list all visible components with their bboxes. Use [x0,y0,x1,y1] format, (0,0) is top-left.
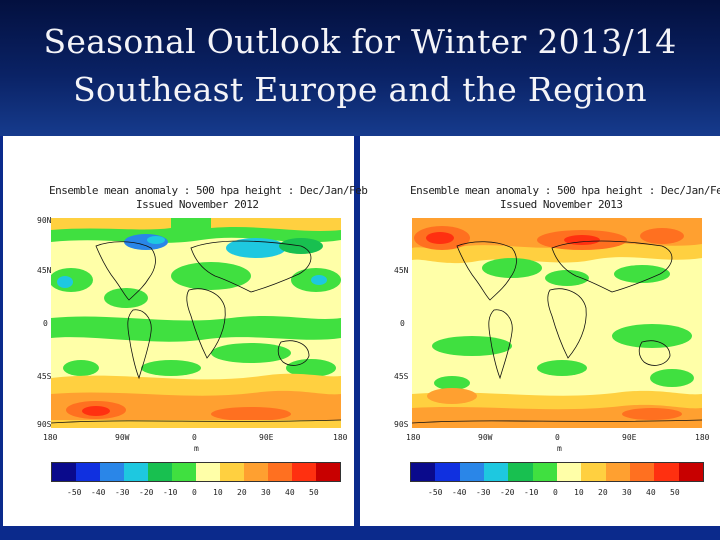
colorbar-label: -20 [500,488,515,497]
colorbar-label: -10 [163,488,178,497]
colorbar-label: 30 [622,488,632,497]
colorbar-swatch [532,463,557,481]
colorbar-label: -20 [139,488,154,497]
x-tick-label: 180 [406,433,421,442]
y-tick-label: 0 [43,319,48,328]
x-tick-label: 90E [622,433,637,442]
colorbar-label: 50 [670,488,680,497]
colorbar-swatch [172,463,196,481]
colorbar-label: -30 [115,488,130,497]
colorbar-label: -10 [524,488,539,497]
panel-title-line2: Issued November 2013 [500,198,623,211]
x-tick-label: 90E [259,433,274,442]
colorbar-swatch [292,463,316,481]
colorbar [51,462,341,482]
panel-title-line1: Ensemble mean anomaly : 500 hpa height :… [49,184,368,197]
colorbar-swatch [629,463,655,481]
y-tick-label: 90N [37,216,52,225]
colorbar-swatch [654,463,679,481]
colorbar-swatch [483,463,509,481]
colorbar-label: 50 [309,488,319,497]
colorbar-label: 10 [574,488,584,497]
colorbar-swatch [581,463,606,481]
colorbar-swatch [220,463,244,481]
colorbar-swatch [196,463,220,481]
colorbar-swatch [508,463,533,481]
colorbar-swatch [556,463,582,481]
slide-title-line2: Southeast Europe and the Region [73,70,647,109]
panel-divider [354,136,360,540]
x-tick-label: 0 [555,433,560,442]
colorbar-swatch [52,463,76,481]
colorbar-swatch [76,463,100,481]
colorbar-swatch [459,463,484,481]
y-tick-label: 90S [37,420,52,429]
colorbar-label: 40 [285,488,295,497]
colorbar-label: 20 [237,488,247,497]
x-tick-label: 180 [695,433,710,442]
colorbar-label: 0 [192,488,197,497]
forecast-panel-2012: Ensemble mean anomaly : 500 hpa height :… [3,136,368,526]
x-tick-label: 90W [478,433,493,442]
colorbar-label: -30 [476,488,491,497]
colorbar-swatch [124,463,148,481]
colorbar [410,462,704,482]
colorbar-label: -50 [67,488,82,497]
colorbar-label: -40 [452,488,467,497]
slide-header [0,0,720,136]
colorbar-swatch [411,463,436,481]
colorbar-label: 40 [646,488,656,497]
colorbar-swatch [435,463,460,481]
colorbar-swatch [148,463,172,481]
slide-title-line1: Seasonal Outlook for Winter 2013/14 [43,22,677,61]
colorbar-swatch [678,463,703,481]
colorbar-label: 0 [553,488,558,497]
x-tick-label: 180 [333,433,348,442]
colorbar-swatch [316,463,340,481]
colorbar-swatch [244,463,268,481]
colorbar-label: -40 [91,488,106,497]
colorbar-swatch [100,463,124,481]
x-unit-label: m [557,444,562,453]
colorbar-label: 20 [598,488,608,497]
y-tick-label: 45S [37,372,52,381]
x-unit-label: m [194,444,199,453]
colorbar-swatch [605,463,630,481]
bottom-bar [0,526,720,540]
panel-title-line2: Issued November 2012 [136,198,259,211]
y-tick-label: 45N [394,266,409,275]
colorbar-swatch [268,463,292,481]
x-tick-label: 90W [115,433,130,442]
y-tick-label: 90S [394,420,409,429]
colorbar-label: -50 [428,488,443,497]
y-tick-label: 45S [394,372,409,381]
panel-title-line1: Ensemble mean anomaly : 500 hpa height :… [410,184,720,197]
y-tick-label: 45N [37,266,52,275]
forecast-panel-2013: Ensemble mean anomaly : 500 hpa height :… [360,136,720,526]
left-border [0,136,3,540]
colorbar-label: 30 [261,488,271,497]
colorbar-label: 10 [213,488,223,497]
x-tick-label: 0 [192,433,197,442]
anomaly-map-2012 [51,218,341,428]
anomaly-map-2013 [412,218,702,428]
x-tick-label: 180 [43,433,58,442]
y-tick-label: 0 [400,319,405,328]
